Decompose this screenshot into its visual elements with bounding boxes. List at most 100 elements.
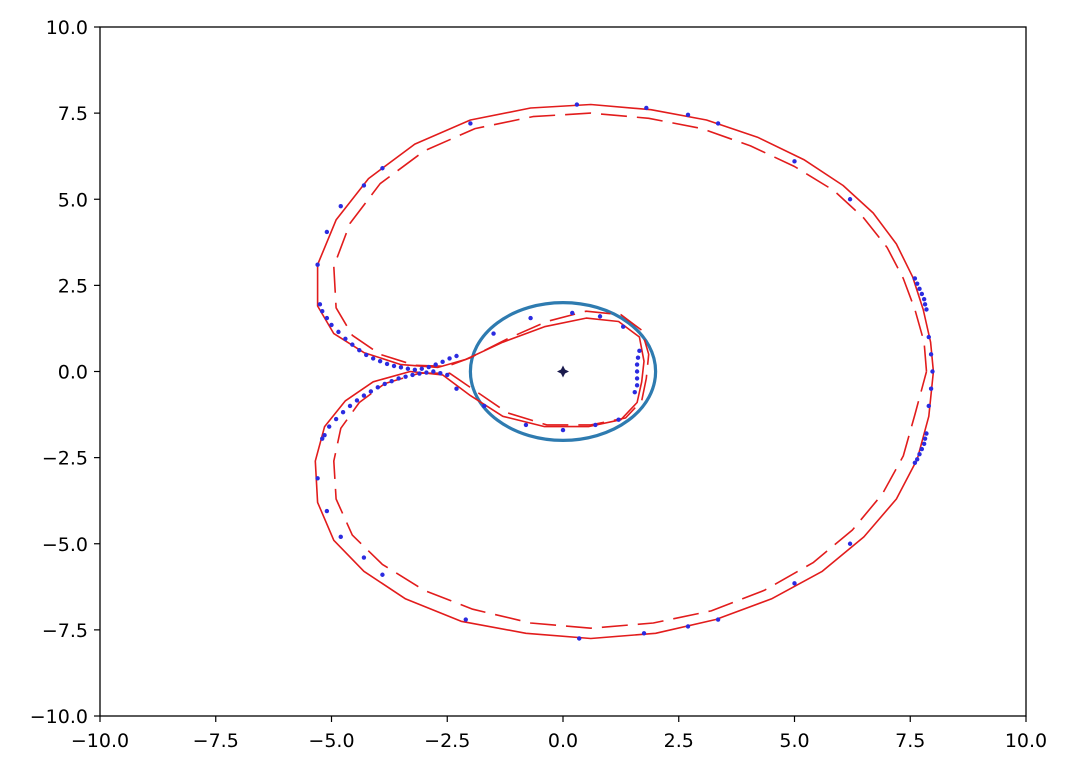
scatter-point	[597, 314, 603, 319]
x-tick-label: 2.5	[664, 730, 694, 752]
y-tick-label: 2.5	[58, 275, 88, 297]
center-point	[557, 365, 569, 378]
scatter-point	[364, 352, 369, 358]
scatter-point	[482, 403, 487, 409]
x-tick-label: −2.5	[424, 730, 470, 752]
y-tick-label: −5.0	[42, 534, 88, 556]
scatter-point	[361, 555, 367, 560]
scatter-point	[634, 369, 640, 374]
y-tick-label: 7.5	[58, 103, 88, 125]
scatter-point	[424, 370, 429, 375]
scatter-point	[320, 436, 325, 441]
scatter-point	[715, 121, 721, 126]
scatter-point	[338, 534, 343, 540]
scatter-point	[847, 197, 853, 202]
tick-group: −10.0 −7.5 −5.0 −2.5 0.0 2.5 5.0 7.5 10.0 10.0 7.5…	[30, 17, 1047, 752]
scatter-point	[445, 372, 450, 378]
scatter-point	[361, 183, 367, 188]
scatter-point	[361, 393, 367, 398]
scatter-point	[410, 372, 415, 378]
scatter-point	[919, 446, 925, 452]
scatter-point	[326, 424, 332, 429]
y-tick-label: 5.0	[58, 189, 88, 211]
x-tick-label: 5.0	[779, 730, 809, 752]
scatter-point	[357, 347, 362, 353]
scatter-point	[315, 262, 320, 267]
y-tick-label: −2.5	[42, 448, 88, 470]
plot-area	[314, 102, 935, 641]
scatter-point	[917, 451, 922, 457]
scatter-point	[847, 541, 853, 546]
y-tick-label: −10.0	[30, 706, 88, 728]
scatter-point	[616, 417, 621, 422]
scatter-point	[454, 386, 459, 391]
scatter-point	[914, 457, 920, 462]
scatter-point	[685, 624, 691, 629]
scatter-point	[354, 398, 360, 403]
scatter-point	[315, 476, 320, 481]
scatter-point	[574, 102, 580, 107]
scatter-point	[368, 389, 374, 394]
scatter-point	[370, 356, 376, 361]
scatter-point	[340, 409, 346, 415]
scatter-point	[405, 366, 411, 371]
scatter-point	[324, 229, 330, 235]
scatter-point	[380, 572, 385, 577]
scatter-point	[912, 460, 918, 465]
circle-orbit	[468, 301, 658, 443]
x-tick-label: 0.0	[548, 730, 578, 752]
scatter-point	[928, 352, 934, 357]
scatter-point	[412, 367, 418, 372]
scatter-point	[641, 631, 647, 636]
scatter-point	[440, 359, 445, 365]
scatter-point	[347, 403, 353, 409]
scatter-point	[685, 112, 691, 118]
scatter-point	[454, 353, 459, 359]
scatter-point	[924, 431, 929, 436]
scatter-point	[560, 427, 566, 433]
scatter-point	[922, 302, 928, 307]
scatter-point	[715, 617, 721, 622]
scatter-point	[377, 358, 383, 364]
scatter-point	[634, 362, 640, 367]
scatter-point	[921, 441, 927, 447]
scatter-point	[350, 342, 355, 347]
scatter-point	[570, 310, 575, 316]
x-tick-label: −7.5	[193, 730, 239, 752]
x-tick-label: 10.0	[1005, 730, 1047, 752]
scatter-point	[917, 286, 922, 292]
scatter-point	[324, 315, 330, 321]
scatter-point	[930, 369, 935, 374]
scatter-point	[403, 374, 408, 379]
scatter-point	[491, 331, 496, 336]
solid-curve	[314, 103, 935, 640]
y-tick-label: 10.0	[46, 17, 88, 39]
y-tick-label: 0.0	[58, 362, 88, 384]
scatter-point	[921, 296, 927, 302]
scatter-point	[438, 371, 443, 376]
scatter-point	[324, 508, 330, 514]
scatter-point	[634, 376, 640, 381]
scatter-point	[593, 422, 598, 428]
scatter-point	[468, 121, 473, 126]
scatter-point	[792, 159, 797, 164]
scatter-point	[343, 336, 348, 341]
scatter-point	[338, 203, 343, 209]
scatter-point	[634, 383, 640, 388]
scatter-point	[431, 369, 436, 374]
scatter-point	[632, 389, 637, 395]
scatter-point	[382, 381, 387, 387]
scatter-point	[924, 307, 929, 312]
scatter-point	[398, 365, 404, 370]
x-tick-label: −10.0	[71, 730, 129, 752]
scatter-point	[417, 371, 422, 376]
scatter-point	[523, 422, 529, 428]
scatter-point	[620, 324, 626, 329]
scatter-point	[914, 281, 920, 286]
scatter-point	[384, 361, 390, 367]
scatter-point	[635, 355, 641, 360]
scatter-point	[919, 291, 925, 297]
x-tick-label: −5.0	[308, 730, 354, 752]
